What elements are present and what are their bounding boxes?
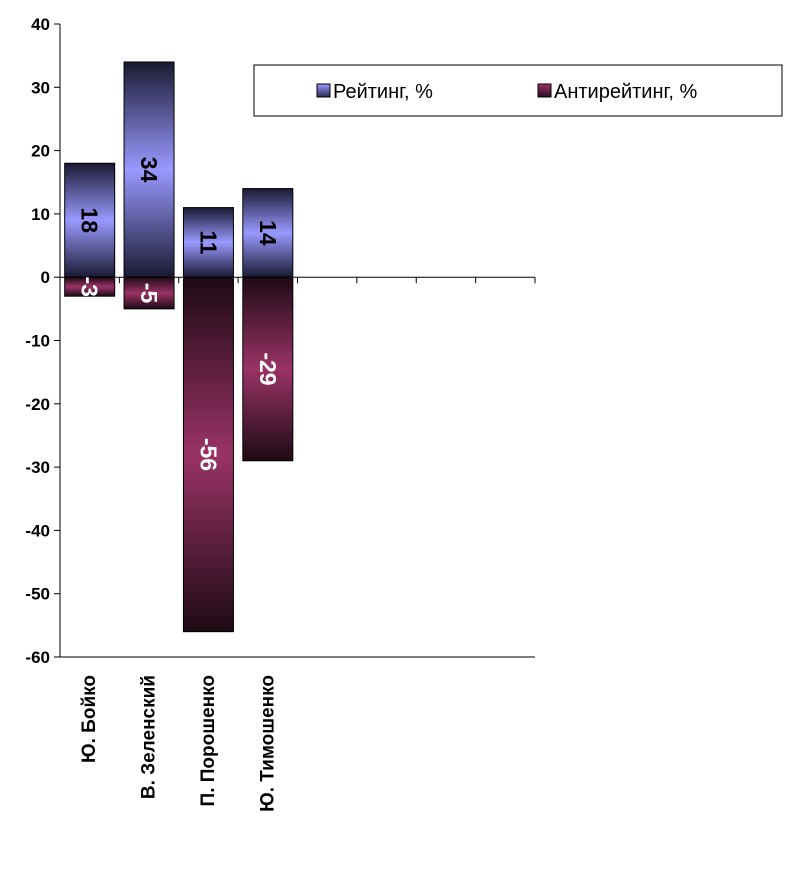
legend-box [253, 64, 783, 117]
antirating-bar [123, 276, 175, 310]
y-tick-label: 30 [31, 78, 50, 97]
x-axis [59, 276, 536, 658]
rating-data-label: 18 [77, 207, 103, 233]
antirating-bar [182, 276, 234, 633]
antirating-data-label: -29 [255, 352, 281, 385]
legend-label: Рейтинг, % [333, 81, 433, 103]
y-axis: 40 30 20 10 0 -10 -20 -30 -40 -50 -60 [25, 15, 61, 667]
y-tick-label: -20 [25, 395, 50, 414]
y-tick-label: -30 [25, 458, 50, 477]
y-tick-label: -50 [25, 585, 50, 604]
rating-bar [182, 207, 234, 278]
y-tick-label: 10 [31, 205, 50, 224]
legend-label: Антирейтинг, % [554, 81, 697, 103]
bars [64, 61, 294, 633]
y-tick-label: 40 [31, 15, 50, 34]
legend-swatch [316, 83, 331, 98]
data-labels: 18 34 11 14 -3 -5 -56 -29 [77, 157, 281, 471]
y-tick-label: -10 [25, 332, 50, 351]
y-tick-label: 20 [31, 142, 50, 161]
antirating-data-label: -3 [77, 276, 103, 296]
antirating-data-label: -56 [195, 438, 221, 471]
category-label: Ю. Бойко [79, 675, 100, 763]
legend: Рейтинг, % Антирейтинг, % [253, 64, 783, 117]
rating-bar [123, 61, 175, 278]
y-tick-label: -40 [25, 521, 50, 540]
rating-bar [64, 162, 116, 278]
rating-data-label: 34 [136, 157, 162, 183]
y-tick-label: -60 [25, 648, 50, 667]
rating-bar [242, 188, 294, 278]
category-labels: Ю. Бойко В. Зеленский П. Порошенко Ю. Тимош… [79, 675, 278, 812]
y-tick-label: 0 [41, 268, 50, 287]
category-label: В. Зеленский [139, 675, 160, 799]
legend-swatch [537, 83, 552, 98]
antirating-data-label: -5 [136, 283, 162, 304]
rating-data-label: 11 [195, 230, 221, 255]
category-label: П. Порошенко [198, 675, 219, 806]
rating-data-label: 14 [255, 220, 281, 246]
category-label: Ю. Тимошенко [257, 675, 278, 812]
